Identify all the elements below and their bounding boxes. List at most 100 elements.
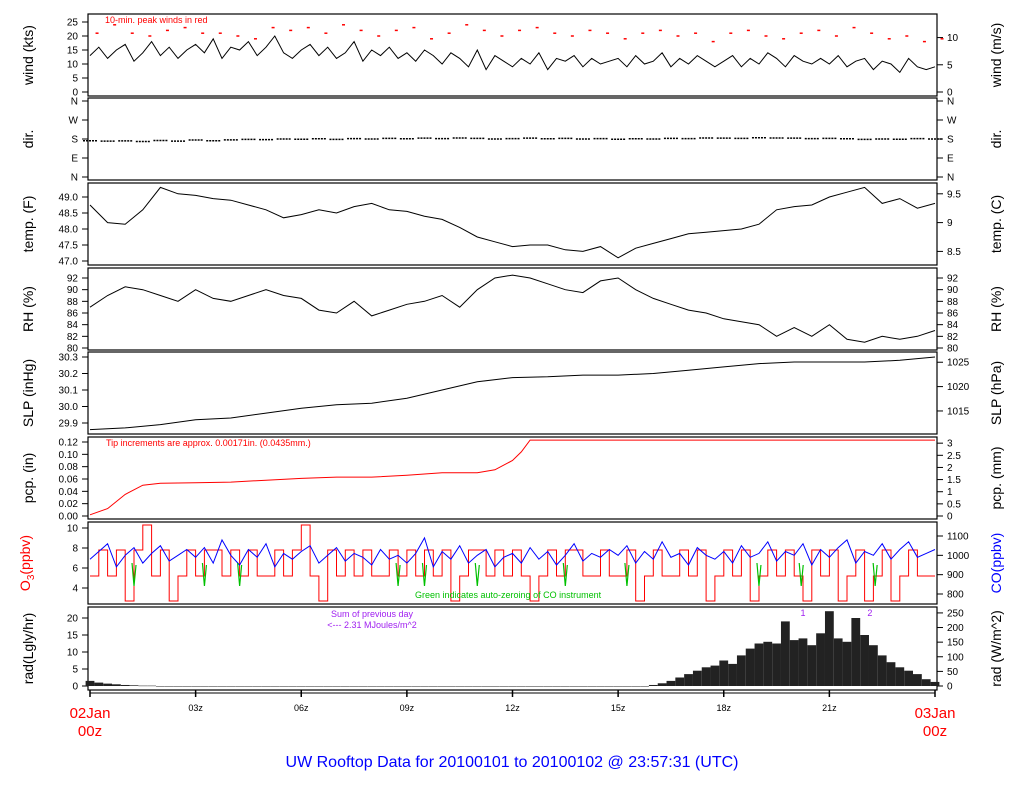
right-tick-label: 10 [947,33,959,44]
right-tick-label: 2 [947,463,953,474]
panel-temp: 47.0 47.5 48.0 48.5 49.0 8.5 9 9.5 temp. (F) temp… [20,182,1004,268]
radiation-bar [147,685,157,687]
radiation-bar [208,686,218,687]
label-part: O [17,580,33,591]
start-label: 02Jan [70,705,111,722]
radiation-bar [833,638,843,686]
radiation-bar [332,686,341,687]
end-label: 00z [923,723,947,740]
radiation-bar [490,686,500,687]
x-tick-label: 06z [294,703,309,713]
right-tick-label: 50 [947,667,959,678]
ozone-line [90,524,935,602]
radiation-bar [305,686,315,687]
right-tick-label: 82 [947,332,959,343]
left-axis-label: RH (%) [20,286,36,332]
radiation-bar [508,686,517,687]
right-tick-label: 86 [947,309,959,320]
radiation-bar [613,686,623,687]
left-tick-label: 0.10 [59,450,79,461]
left-tick-label: 0 [72,88,78,99]
left-tick-label: 8 [72,544,78,555]
radiation-bar [692,670,702,686]
label-part: (ppbv) [17,535,33,575]
radiation-bar [719,660,729,686]
radiation-bar [569,686,579,687]
left-tick-label: 10 [67,648,79,659]
daily-sum-note: <--- 2.31 MJoules/m^2 [327,620,417,630]
right-axis-label: dir. [988,130,1004,149]
radiation-bar [481,686,491,687]
left-tick-label: 0 [72,682,78,693]
right-tick-label: 150 [947,638,964,649]
left-tick-label: 0.12 [59,438,79,449]
radiation-bar [94,682,104,686]
radiation-bar [349,686,359,687]
x-tick-label: 09z [400,703,415,713]
right-tick-label: 2.5 [947,451,961,462]
radiation-bar [516,686,526,687]
left-axis-label: dir. [20,130,36,149]
panel-frame [87,521,938,605]
radiation-bar [640,686,649,687]
right-axis-label: temp. (C) [988,195,1004,253]
radiation-bar [754,643,764,686]
left-tick-label: 0.08 [59,462,79,473]
radiation-bar [472,686,482,687]
left-tick-label: 20 [67,614,79,625]
autozero-segment [562,562,568,587]
radiation-bar [358,686,368,687]
left-tick-label: 88 [67,297,79,308]
right-tick-label: 800 [947,590,964,601]
radiation-bar [420,686,429,687]
label-subscript: 3 [26,574,37,580]
panel-frame [87,351,938,435]
radiation-bar [499,686,509,687]
panel-o3co: 4 6 8 10 800 900 1000 1100 O3(ppbv) CO(ppbv) Green… [17,521,1004,605]
right-tick-label: 9 [947,218,953,229]
radiation-bar [340,686,350,687]
left-tick-label: 30.2 [59,369,79,380]
left-tick-label: 30.0 [59,402,79,413]
radiation-bar [807,645,817,686]
radiation-bar [384,686,394,687]
radiation-bar [252,686,262,687]
radiation-bar [851,618,861,686]
panel-slp: 29.9 30.0 30.1 30.2 30.3 1015 1020 1025 SLP (inH… [20,351,1004,435]
peak-winds-note: 10-min. peak winds in red [105,15,208,25]
left-tick-label: 15 [67,631,79,642]
autozero-segment [421,562,428,587]
panel-frame [87,267,938,351]
radiation-bar [261,686,271,687]
autozero-segment [131,562,137,587]
radiation-bar [587,686,597,687]
radiation-bar [393,686,403,687]
radiation-bar [736,655,746,686]
plot-area [89,186,936,259]
radiation-bar [112,684,121,686]
radiation-bar [622,686,632,687]
wind-speed-line [89,35,936,74]
temp-line [89,186,936,259]
autozero-segment [237,562,243,587]
left-tick-label: 0.00 [59,512,79,523]
radiation-bar [728,663,737,686]
panel-frame [87,182,938,266]
left-tick-label: 0.02 [59,499,79,510]
left-tick-label: 4 [72,584,78,595]
radiation-bar [534,686,544,687]
radiation-bar [455,686,465,687]
start-label: 00z [78,723,102,740]
left-axis-label: SLP (inHg) [20,359,36,427]
left-axis-label: rad(Lgly/hr) [20,613,36,685]
right-tick-label: N [947,173,954,184]
left-tick-label: 5 [72,665,78,676]
left-tick-label: E [71,154,78,165]
radiation-bar [85,680,95,686]
left-tick-label: 48.5 [59,209,79,220]
radiation-bar [631,686,641,687]
right-tick-label: 88 [947,297,959,308]
right-tick-label: 84 [947,320,959,331]
radiation-bar [824,611,834,686]
radiation-bar [789,640,799,686]
